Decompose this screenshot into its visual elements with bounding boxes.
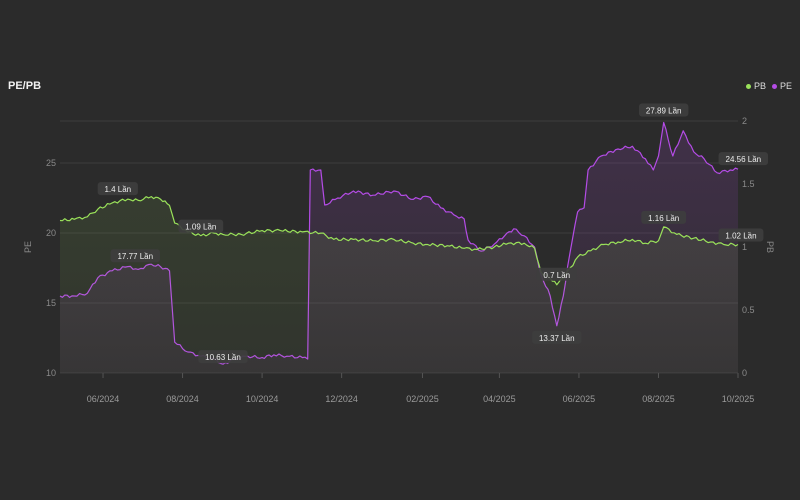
data-label-bg xyxy=(718,228,764,242)
data-label-bg xyxy=(536,267,577,281)
y-right-tick-label: 0 xyxy=(742,368,747,378)
legend-label-pe: PE xyxy=(779,81,792,91)
chart-legend: PB PE xyxy=(745,81,792,91)
pb-line xyxy=(59,196,739,286)
x-tick-label: 10/2024 xyxy=(246,394,279,404)
x-tick-label: 06/2025 xyxy=(563,394,596,404)
pb-legend-dot-icon xyxy=(745,83,751,89)
data-label-bg xyxy=(532,330,582,344)
x-tick-label: 08/2024 xyxy=(166,394,199,404)
y-right-tick-label: 1 xyxy=(742,242,747,252)
pe-data-label: 10.63 Lần xyxy=(205,353,241,362)
y-left-tick-label: 15 xyxy=(46,298,56,308)
data-label-bg xyxy=(198,350,248,364)
chart-title: PE/PB xyxy=(8,80,42,92)
y-left-tick-label: 25 xyxy=(46,158,56,168)
x-tick-label: 08/2025 xyxy=(642,394,675,404)
pe-legend-dot-icon xyxy=(771,83,777,89)
data-label-bg xyxy=(638,103,689,117)
y-right-tick-label: 0.5 xyxy=(742,305,755,315)
pe-data-label: 27.89 Lần xyxy=(646,107,682,116)
pb-data-label: 1.16 Lần xyxy=(648,214,679,223)
legend-label-pb: PB xyxy=(753,81,766,91)
legend-item-pb[interactable]: PB xyxy=(745,81,766,91)
pb-data-label: 0.7 Lần xyxy=(543,271,570,280)
y-right-axis-title: PB xyxy=(765,241,775,253)
legend-item-pe[interactable]: PE xyxy=(771,81,792,91)
pb-area xyxy=(60,196,738,373)
y-left-tick-label: 10 xyxy=(46,368,56,378)
data-label-bg xyxy=(718,152,768,166)
x-tick-label: 02/2025 xyxy=(406,394,439,404)
data-label-bg xyxy=(110,249,160,263)
x-tick-label: 12/2024 xyxy=(325,394,358,404)
pe-data-label: 13.37 Lần xyxy=(539,334,575,343)
x-tick-label: 10/2025 xyxy=(722,394,755,404)
y-right-tick-label: 1.5 xyxy=(742,179,755,189)
data-label-bg xyxy=(178,219,224,233)
pe-data-label: 24.56 Lần xyxy=(726,155,762,164)
y-right-tick-label: 2 xyxy=(742,116,747,126)
data-label-bg xyxy=(641,210,687,224)
y-left-axis-title: PE xyxy=(23,241,33,253)
pe-data-label: 17.77 Lần xyxy=(117,252,153,261)
x-tick-label: 04/2025 xyxy=(483,394,516,404)
x-tick-label: 06/2024 xyxy=(87,394,120,404)
data-label-bg xyxy=(97,182,138,196)
pb-data-label: 1.09 Lần xyxy=(185,223,216,232)
y-left-tick-label: 20 xyxy=(46,228,56,238)
pb-data-label: 1.02 Lần xyxy=(725,231,756,240)
pb-data-label: 1.4 Lần xyxy=(104,185,131,194)
